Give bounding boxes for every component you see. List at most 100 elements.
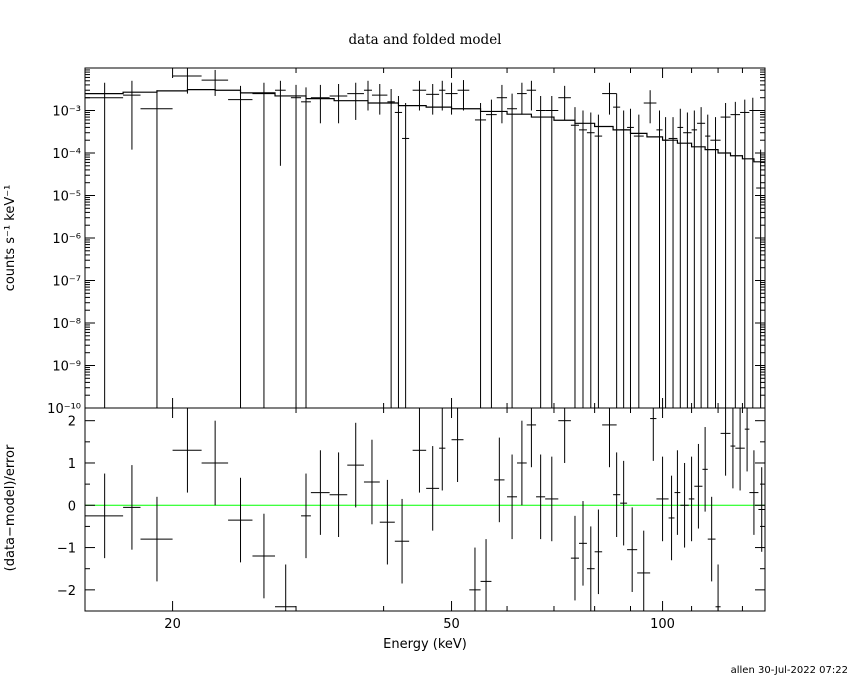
residual-point: [507, 454, 518, 540]
residual-point: [394, 498, 410, 584]
residual-point: [172, 408, 202, 493]
residual-point: [586, 526, 595, 611]
residual-point: [720, 408, 731, 476]
data-point: [594, 114, 603, 408]
residual-point: [252, 513, 276, 599]
data-point: [301, 87, 311, 408]
residual-point: [301, 473, 311, 559]
data-point: [140, 90, 173, 408]
data-point: [387, 89, 395, 408]
residual-point: [688, 456, 695, 542]
residual-point: [702, 427, 708, 512]
residual-point: [758, 467, 765, 552]
y-tick-label: 10⁻⁶: [52, 232, 81, 247]
y-tick-label: 2: [68, 415, 76, 430]
data-point: [740, 99, 750, 408]
residual-point: [526, 408, 537, 468]
residual-point: [480, 539, 492, 611]
residual-point: [674, 450, 681, 535]
residual-point: [310, 450, 330, 535]
y-tick-label: 10⁻⁵: [52, 190, 81, 205]
y-tick-label: −1: [57, 542, 76, 557]
residual-point: [558, 408, 571, 463]
residual-point: [579, 501, 587, 586]
residual-point: [735, 408, 745, 491]
data-point: [275, 80, 286, 166]
top-y-axis-label: counts s⁻¹ keV⁻¹: [3, 185, 18, 292]
y-tick-label: 10⁻⁸: [52, 317, 81, 332]
x-tick-label: 100: [650, 617, 675, 632]
data-point: [474, 103, 487, 408]
residual-point: [228, 477, 253, 563]
y-tick-label: 10⁻³: [52, 105, 81, 120]
data-point: [545, 95, 559, 408]
residual-point: [602, 408, 617, 468]
plot-title: data and folded model: [348, 32, 501, 48]
data-point: [402, 103, 410, 408]
residual-point: [613, 452, 621, 537]
residual-point: [412, 408, 427, 493]
residual-point: [656, 456, 669, 542]
model-line: [85, 89, 765, 165]
data-point: [310, 84, 330, 124]
data-point: [394, 95, 403, 408]
bottom-panel-frame: [84, 407, 766, 612]
data-point: [558, 85, 571, 120]
data-point: [662, 117, 669, 408]
data-point: [627, 108, 634, 408]
data-point: [668, 117, 678, 408]
x-tick-label: 20: [164, 617, 181, 632]
residual-point: [594, 509, 603, 595]
data-point: [252, 82, 276, 408]
data-point: [643, 90, 657, 124]
residual-point: [627, 507, 638, 592]
data-point: [486, 99, 497, 408]
residual-point: [545, 456, 559, 542]
residual-point: [494, 437, 505, 523]
residual-point: [680, 462, 689, 548]
y-tick-label: 10⁻¹⁰: [47, 402, 81, 417]
residual-point: [201, 420, 229, 506]
data-point: [749, 97, 757, 408]
top-axis-ticks: 10⁻¹⁰ 10⁻⁹ 10⁻⁸ 10⁻⁷ 10⁻⁶ 10⁻⁵ 10⁻⁴ 10⁻³: [47, 67, 766, 417]
residual-point: [140, 496, 173, 582]
data-point: [457, 80, 470, 111]
data-point: [756, 149, 765, 408]
residual-point: [749, 450, 759, 535]
data-point: [347, 82, 364, 120]
data-point: [691, 110, 698, 408]
residual-point: [744, 408, 750, 472]
y-tick-label: 10⁻⁷: [52, 275, 81, 290]
x-axis-label: Energy (keV): [383, 637, 467, 652]
data-point: [586, 112, 595, 408]
residual-point: [620, 460, 628, 546]
data-point: [371, 84, 388, 115]
residual-point: [517, 420, 527, 506]
data-point: [201, 69, 229, 96]
residual-point: [426, 446, 440, 531]
data-point: [579, 110, 587, 408]
data-point: [613, 93, 621, 408]
data-point: [720, 103, 731, 408]
residual-point: [730, 408, 736, 489]
y-tick-label: 1: [68, 457, 76, 472]
data-point: [730, 101, 741, 408]
data-point: [439, 80, 446, 111]
data-point: [507, 93, 518, 408]
data-point: [677, 108, 684, 408]
residual-point: [85, 473, 124, 559]
y-tick-label: 10⁻⁴: [52, 147, 81, 162]
residual-point: [123, 465, 141, 550]
data-point: [710, 117, 721, 408]
residual-point: [570, 515, 580, 601]
residual-point: [329, 452, 348, 537]
data-point: [496, 84, 508, 124]
footer-stamp: allen 30-Jul-2022 07:22: [731, 665, 848, 676]
data-point: [517, 82, 527, 115]
residual-point: [536, 454, 546, 540]
data-point: [426, 84, 440, 115]
data-point: [570, 107, 580, 408]
data-point: [85, 82, 124, 408]
residual-point: [275, 564, 297, 611]
